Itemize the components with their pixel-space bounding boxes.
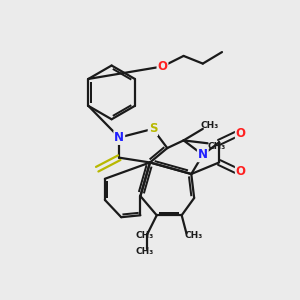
Text: CH₃: CH₃ [136, 247, 154, 256]
Text: O: O [236, 127, 246, 140]
Text: CH₃: CH₃ [207, 142, 225, 151]
Text: N: N [114, 131, 124, 144]
Text: S: S [148, 122, 157, 135]
Text: CH₃: CH₃ [184, 231, 203, 240]
Text: N: N [198, 148, 208, 161]
Text: CH₃: CH₃ [201, 122, 219, 130]
Text: CH₃: CH₃ [136, 231, 154, 240]
Text: O: O [236, 165, 246, 178]
Text: O: O [158, 60, 167, 73]
